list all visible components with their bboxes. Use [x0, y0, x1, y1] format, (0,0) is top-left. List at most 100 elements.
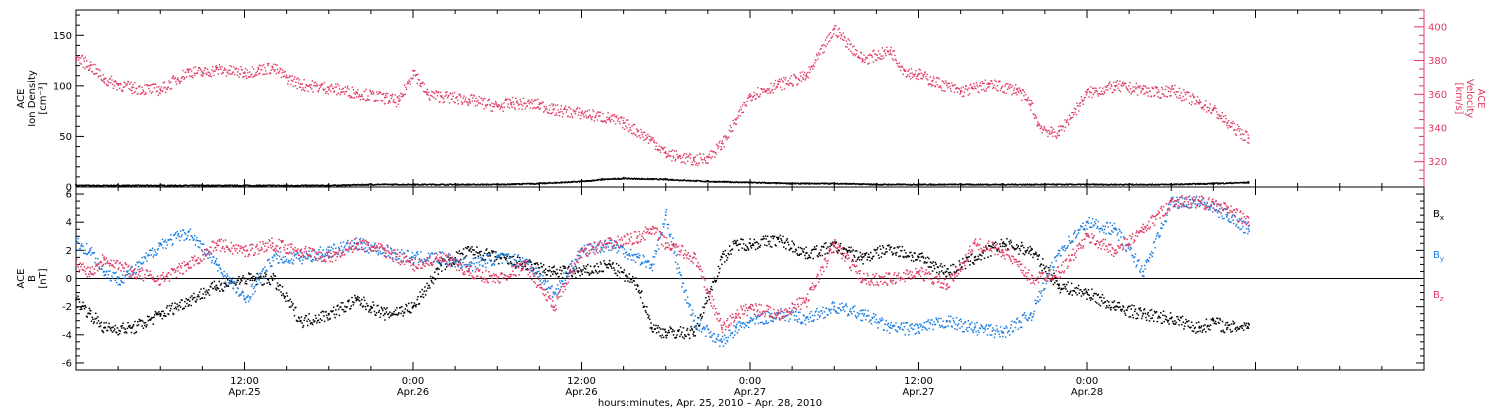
data-point-velocity: [840, 33, 842, 36]
data-point-velocity: [619, 122, 621, 125]
data-anchor-velocity: [749, 93, 751, 96]
data-point-velocity: [217, 73, 219, 75]
data-point-velocity: [185, 76, 188, 78]
data-point-velocity: [244, 67, 247, 70]
data-point-density: [714, 180, 716, 182]
data-point-density: [365, 184, 368, 186]
data-point-density: [722, 181, 724, 184]
data-point-density: [232, 185, 234, 187]
data-point-velocity: [1124, 82, 1126, 84]
data-point-velocity: [817, 58, 819, 60]
data-point-density: [814, 182, 816, 184]
data-point-velocity: [233, 66, 235, 69]
y-tick-label-bottom: 2: [66, 246, 72, 257]
data-point-velocity: [673, 157, 675, 159]
data-point-density: [1113, 183, 1115, 185]
data-point-Bx: [78, 298, 80, 300]
data-point-density: [939, 184, 942, 186]
data-point-velocity: [685, 153, 688, 156]
data-point-density: [525, 182, 527, 185]
data-anchor-velocity: [159, 88, 162, 91]
data-point-velocity: [437, 92, 439, 94]
data-point-velocity: [598, 111, 600, 113]
data-point-velocity: [829, 40, 831, 42]
data-point-velocity: [144, 92, 147, 94]
data-point-density: [656, 178, 658, 180]
data-point-velocity: [1035, 116, 1037, 118]
data-point-density: [1211, 183, 1213, 185]
data-point-velocity: [457, 99, 459, 102]
data-point-density: [905, 183, 907, 185]
data-point-density: [1139, 183, 1141, 185]
data-point-density: [443, 183, 445, 185]
data-point-velocity: [612, 114, 614, 116]
data-point-velocity: [387, 102, 389, 105]
data-point-velocity: [1227, 127, 1229, 129]
data-point-velocity: [167, 86, 170, 88]
data-point-velocity: [1150, 95, 1153, 97]
data-point-velocity: [498, 104, 501, 107]
data-anchor-velocity: [720, 142, 723, 145]
data-point-velocity: [882, 57, 885, 59]
data-point-density: [1185, 183, 1187, 185]
data-anchor-velocity: [1015, 88, 1018, 91]
data-point-velocity: [553, 108, 556, 110]
data-point-density: [939, 184, 941, 186]
data-point-velocity: [302, 88, 305, 91]
data-point-velocity: [685, 157, 687, 159]
data-point-density: [1169, 183, 1171, 185]
data-point-velocity: [307, 90, 309, 92]
data-point-density: [162, 185, 164, 187]
data-point-velocity: [289, 75, 291, 78]
data-point-velocity: [1184, 91, 1186, 94]
data-point-velocity: [792, 84, 794, 86]
data-point-density: [227, 184, 229, 186]
data-point-density: [466, 183, 469, 185]
data-point-velocity: [1112, 81, 1115, 84]
data-point-velocity: [781, 89, 783, 91]
data-point-Bx: [77, 295, 79, 297]
data-point-density: [1203, 183, 1205, 185]
data-point-velocity: [757, 86, 759, 89]
data-point-velocity: [870, 54, 873, 57]
data-point-density: [207, 184, 209, 186]
data-point-density: [1084, 183, 1087, 185]
data-point-velocity: [579, 117, 582, 120]
data-point-velocity: [451, 98, 453, 100]
data-point-velocity: [321, 82, 323, 85]
data-point-velocity: [745, 105, 748, 107]
data-point-density: [1001, 184, 1003, 186]
data-point-density: [1190, 183, 1192, 185]
data-point-velocity: [103, 82, 106, 84]
data-point-velocity: [1097, 93, 1099, 95]
data-anchor-velocity: [917, 73, 920, 76]
data-point-velocity: [675, 158, 677, 161]
data-point-Bx: [76, 297, 78, 299]
top-right-axis-title-line: [km/s]: [1453, 83, 1464, 115]
data-point-velocity: [636, 136, 638, 138]
data-point-density: [354, 184, 357, 186]
data-point-density: [543, 182, 545, 184]
data-point-velocity: [779, 80, 781, 83]
data-point-density: [961, 183, 964, 185]
data-point-velocity: [1050, 126, 1053, 129]
data-point-density: [649, 179, 651, 181]
x-tick-date-label: Apr.27: [902, 387, 934, 398]
data-point-velocity: [283, 75, 286, 77]
data-point-velocity: [106, 84, 108, 87]
data-point-density: [1103, 184, 1105, 186]
data-point-velocity: [843, 39, 845, 41]
data-anchor-velocity: [271, 66, 274, 69]
data-point-velocity: [771, 89, 773, 92]
data-point-density: [455, 183, 458, 185]
data-point-density: [499, 184, 501, 186]
data-point-density: [1113, 184, 1115, 186]
data-point-velocity: [771, 88, 774, 91]
data-point-velocity: [537, 98, 539, 100]
data-point-velocity: [390, 97, 393, 100]
data-point-velocity: [895, 60, 897, 62]
data-point-velocity: [1112, 91, 1114, 94]
data-point-velocity: [709, 150, 712, 152]
data-point-velocity: [872, 50, 874, 52]
data-point-velocity: [910, 68, 913, 70]
